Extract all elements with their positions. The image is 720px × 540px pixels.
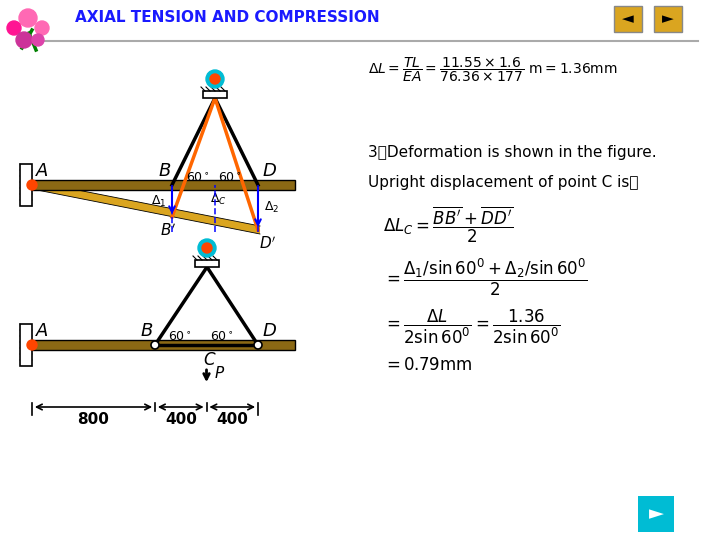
Text: ►: ►: [662, 11, 674, 26]
Text: Upright displacement of point C is：: Upright displacement of point C is：: [368, 174, 639, 190]
Text: 60$^\circ$: 60$^\circ$: [186, 172, 210, 185]
Text: $\Delta_C$: $\Delta_C$: [210, 192, 226, 206]
Text: $A$: $A$: [35, 322, 49, 340]
Circle shape: [206, 70, 224, 88]
Polygon shape: [32, 180, 295, 190]
Bar: [614, 6, 642, 32]
Text: $\Delta_1$: $\Delta_1$: [151, 193, 167, 208]
Bar: [654, 6, 682, 32]
Circle shape: [27, 340, 37, 350]
Text: $B$: $B$: [140, 322, 153, 340]
Bar: [203, 91, 227, 98]
Text: ◄: ◄: [622, 11, 634, 26]
Bar: [638, 496, 674, 532]
Text: 3）Deformation is shown in the figure.: 3）Deformation is shown in the figure.: [368, 145, 657, 159]
Text: 400: 400: [216, 413, 248, 428]
Circle shape: [35, 21, 49, 35]
Text: $\Delta_2$: $\Delta_2$: [264, 200, 279, 215]
Circle shape: [27, 180, 37, 190]
Text: $B'$: $B'$: [160, 222, 176, 239]
Text: 400: 400: [165, 413, 197, 428]
Bar: [20, 324, 32, 366]
Circle shape: [151, 341, 159, 349]
Text: $= \dfrac{\Delta L}{2\sin 60^0} = \dfrac{1.36}{2\sin 60^0}$: $= \dfrac{\Delta L}{2\sin 60^0} = \dfrac…: [383, 308, 561, 346]
Polygon shape: [32, 181, 260, 234]
Text: 60$^\circ$: 60$^\circ$: [210, 330, 234, 343]
Text: $P$: $P$: [214, 365, 225, 381]
Text: $C$: $C$: [203, 351, 216, 369]
Circle shape: [198, 239, 216, 257]
Circle shape: [202, 243, 212, 253]
Text: $B$: $B$: [158, 162, 171, 180]
Polygon shape: [32, 340, 295, 350]
Text: $D$: $D$: [263, 322, 277, 340]
Text: 60$^\circ$: 60$^\circ$: [218, 172, 242, 185]
Text: $= \dfrac{\Delta_1/\sin 60^0 + \Delta_2/\sin 60^0}{2}$: $= \dfrac{\Delta_1/\sin 60^0 + \Delta_2/…: [383, 256, 588, 298]
Text: 800: 800: [78, 413, 109, 428]
Circle shape: [32, 34, 44, 46]
Circle shape: [7, 21, 21, 35]
Text: $\Delta L_C = \dfrac{\overline{BB^{\prime}} + \overline{DD^{\prime}}}{2}$: $\Delta L_C = \dfrac{\overline{BB^{\prim…: [383, 205, 513, 245]
Text: $= 0.79\mathrm{mm}$: $= 0.79\mathrm{mm}$: [383, 356, 472, 374]
Circle shape: [254, 341, 262, 349]
Text: 60$^\circ$: 60$^\circ$: [168, 330, 192, 343]
Circle shape: [19, 9, 37, 27]
Text: $D'$: $D'$: [259, 235, 277, 252]
Text: $\Delta L = \dfrac{TL}{EA} = \dfrac{11.55 \times 1.6}{76.36 \times 177}\ \mathrm: $\Delta L = \dfrac{TL}{EA} = \dfrac{11.5…: [368, 56, 618, 84]
Bar: [20, 164, 32, 206]
Text: $A$: $A$: [35, 162, 49, 180]
Bar: [195, 260, 219, 267]
Text: $D$: $D$: [263, 162, 277, 180]
Text: AXIAL TENSION AND COMPRESSION: AXIAL TENSION AND COMPRESSION: [75, 10, 379, 25]
Text: ►: ►: [649, 504, 664, 523]
Circle shape: [16, 32, 32, 48]
Circle shape: [210, 74, 220, 84]
